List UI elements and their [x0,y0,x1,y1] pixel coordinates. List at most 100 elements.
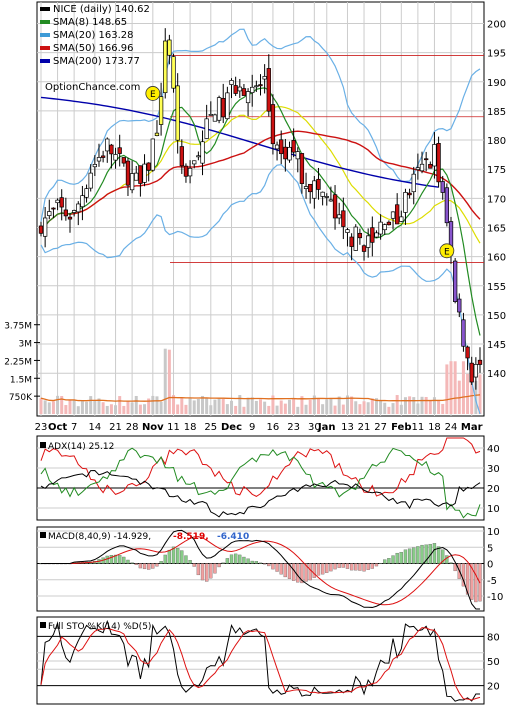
volume-bar [126,401,130,414]
macd-histogram-bar [296,563,300,583]
volume-bar [89,396,93,414]
volume-bar [461,361,465,414]
adx-tick-label: 20 [487,484,500,495]
volume-bar [267,405,271,414]
macd-histogram-bar [118,555,122,564]
volume-bar [68,400,72,414]
volume-bar [416,403,420,414]
macd-histogram-bar [349,563,354,571]
macd-histogram-bar [378,563,383,564]
candle-body [415,167,421,170]
candle-body [366,235,371,248]
adx-tick-label: 10 [487,504,500,515]
volume-bar [403,397,407,414]
volume-bar [412,397,416,414]
macd-signal-line [41,536,481,606]
volume-tick-label: 3M [19,340,33,350]
candle-body [378,221,383,235]
macd-histogram-bar [238,554,242,564]
candle-body [407,192,412,196]
candle-body [361,245,367,252]
volume-bar [176,404,180,414]
volume-bar [151,395,155,414]
candle-body [59,197,64,208]
adx-lines [40,437,481,519]
candle-body [221,98,226,118]
legend-label: SMA(50) 166.96 [53,43,134,54]
macd-histogram-bar [159,561,163,564]
price-tick-label: 185 [487,107,506,118]
x-axis-label: 16 [267,422,280,433]
volume-bar [379,400,383,414]
macd-histogram-bar [176,548,180,564]
volume-bar [118,396,122,414]
candle-body [233,85,238,94]
volume-bar [279,400,283,414]
x-axis-label: Oct [48,422,67,433]
macd-histogram-bar [383,559,387,564]
candle-body [138,165,143,184]
candle-body [109,144,114,155]
candle-body [337,214,342,219]
candle-body [117,147,122,154]
lower-band-line [40,164,481,415]
macd-histogram-bar [184,555,188,564]
macd-histogram-bar [113,554,118,564]
volume-bar [254,400,258,414]
candle-body [465,346,470,359]
volume-bar [287,399,291,414]
adx-title: ADX(14) 25.12 [48,442,114,452]
macd-histogram-bar [122,556,126,564]
candle-body [150,138,155,171]
sto-lines [40,619,481,702]
volume-average-line [40,394,481,402]
plus-di-line [40,437,481,497]
macd-histogram-bar [449,562,453,564]
volume-bar [391,403,395,414]
volume-bar [47,402,51,414]
legend-label: SMA(8) 148.65 [53,17,127,28]
candle-body [212,114,218,122]
volume-bar [238,395,242,414]
candle-body [374,232,379,238]
volume-bar [225,404,229,414]
volume-bar [155,396,159,414]
macd-histogram-bar [254,561,259,564]
macd-histogram-bar [192,563,196,567]
candle-body [279,139,284,155]
macd-histogram-bar [407,548,412,564]
legend-swatch [40,33,50,37]
candle-body [270,104,276,145]
candle-body [320,191,325,197]
volume-bar [466,373,470,414]
volume-bar [470,363,474,414]
volume-bar [395,395,399,414]
x-axis-label: 21 [358,422,371,433]
macd-histogram-bar [171,546,176,564]
volume-bar [130,402,134,414]
candle-body [187,167,193,177]
upper-band-line [40,28,481,222]
candle-body [129,173,135,191]
candle-body [424,158,429,161]
price-tick-label: 195 [487,49,506,60]
candle-body [453,260,458,302]
macd-histogram-bar [250,560,254,564]
price-tick-label: 175 [487,165,506,176]
candle-body [461,319,466,347]
volume-bar [80,400,84,414]
candle-body [432,144,437,167]
candle-body [171,56,176,89]
macd-histogram-bar [432,543,437,564]
candle-body [312,180,317,199]
macd-histogram-bar [424,544,428,564]
macd-histogram-bar [391,555,395,564]
candle-body [403,192,408,213]
candle-body [382,224,387,231]
macd-histogram-bar [333,563,337,570]
candle-body [419,163,425,172]
volume-bar [159,401,163,414]
macd-histogram-bar [196,563,201,576]
volume-bar [428,399,432,414]
macd-histogram-bar [258,562,263,564]
